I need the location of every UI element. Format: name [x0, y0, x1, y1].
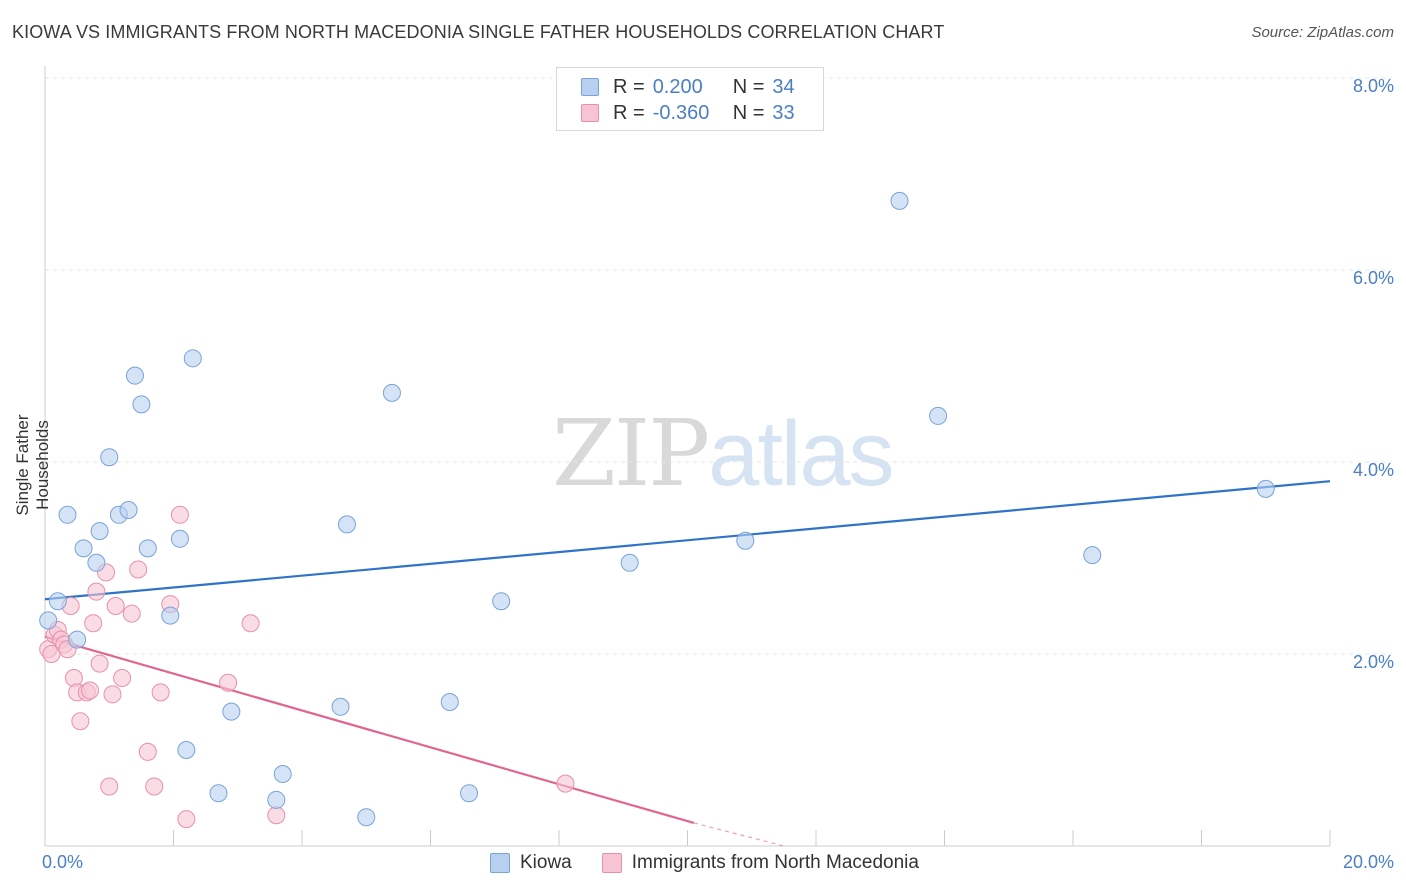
kiowa-swatch [581, 78, 599, 96]
kiowa-point[interactable] [48, 592, 67, 611]
kiowa-point[interactable] [357, 808, 376, 827]
kiowa-point[interactable] [337, 515, 356, 534]
kiowa-point[interactable] [125, 366, 144, 385]
legend-item-macedonia[interactable]: Immigrants from North Macedonia [601, 852, 919, 874]
legend-label-kiowa: Kiowa [520, 852, 572, 873]
chart-title: KIOWA VS IMMIGRANTS FROM NORTH MACEDONIA… [12, 22, 945, 42]
macedonia-point[interactable] [129, 560, 148, 579]
y-tick-label: 2.0% [1352, 652, 1394, 672]
macedonia-point[interactable] [71, 712, 90, 731]
kiowa-point[interactable] [890, 191, 909, 210]
macedonia-trend-line [44, 635, 695, 825]
x-tick-label-min: 0.0% [42, 852, 84, 872]
macedonia-point[interactable] [556, 774, 575, 793]
kiowa-point[interactable] [267, 790, 286, 809]
zipatlas-watermark: ZIPatlas [552, 400, 895, 507]
x-tick-label-max: 20.0% [1342, 852, 1394, 872]
grid-lines [45, 77, 1392, 655]
kiowa-legend-swatch [490, 853, 510, 873]
kiowa-point[interactable] [736, 531, 755, 550]
macedonia-swatch [581, 104, 599, 122]
macedonia-point[interactable] [100, 777, 119, 796]
kiowa-point[interactable] [39, 611, 58, 630]
macedonia-point[interactable] [170, 505, 189, 524]
macedonia-point[interactable] [106, 597, 125, 615]
macedonia-point[interactable] [113, 669, 132, 687]
kiowa-point[interactable] [620, 553, 639, 572]
kiowa-point[interactable] [90, 522, 109, 541]
n-value: 34 [772, 75, 795, 98]
n-label: N = [732, 101, 765, 124]
macedonia-point[interactable] [87, 582, 106, 601]
macedonia-legend-swatch [601, 853, 622, 873]
kiowa-point[interactable] [1256, 479, 1275, 498]
watermark-atlas: atlas [708, 403, 894, 505]
r-value: 0.200 [652, 75, 703, 98]
kiowa-point[interactable] [87, 553, 106, 572]
correlation-legend: R = 0.200 N = 34 R = -0.360 N = 33 [556, 67, 824, 131]
legend-label-macedonia: Immigrants from North Macedonia [631, 852, 919, 873]
kiowa-point[interactable] [58, 505, 77, 524]
kiowa-point[interactable] [170, 529, 189, 548]
macedonia-point[interactable] [219, 673, 238, 692]
macedonia-point[interactable] [267, 806, 286, 825]
kiowa-point[interactable] [138, 539, 157, 558]
kiowa-point[interactable] [440, 693, 459, 711]
macedonia-point[interactable] [90, 654, 109, 673]
kiowa-point[interactable] [460, 784, 479, 803]
trend-lines [44, 480, 1331, 847]
kiowa-point[interactable] [74, 539, 93, 558]
kiowa-point[interactable] [68, 630, 87, 649]
macedonia-point[interactable] [151, 683, 170, 702]
macedonia-point[interactable] [103, 685, 122, 704]
kiowa-point[interactable] [209, 784, 228, 803]
axes [44, 66, 1331, 847]
macedonia-point[interactable] [138, 742, 157, 761]
n-label: N = [732, 75, 765, 98]
kiowa-point[interactable] [273, 765, 292, 783]
legend-row-macedonia: R = -0.360 N = 33 [581, 100, 795, 126]
kiowa-point[interactable] [929, 406, 948, 425]
y-tick-label: 8.0% [1352, 76, 1394, 96]
y-tick-label: 4.0% [1352, 460, 1394, 480]
macedonia-point[interactable] [241, 614, 260, 633]
macedonia-trend-extension [693, 822, 785, 847]
kiowa-point[interactable] [331, 697, 350, 716]
kiowa-point[interactable] [222, 702, 241, 721]
legend-row-kiowa: R = 0.200 N = 34 [581, 74, 795, 100]
macedonia-point[interactable] [145, 777, 164, 796]
legend-item-kiowa[interactable]: Kiowa [490, 852, 572, 874]
macedonia-point[interactable] [122, 604, 141, 623]
macedonia-point[interactable] [84, 614, 103, 633]
data-points [39, 191, 1275, 829]
y-tick-label: 6.0% [1352, 268, 1394, 288]
series-legend: Kiowa Immigrants from North Macedonia [490, 852, 949, 874]
r-value: -0.360 [652, 101, 710, 124]
kiowa-trend-line [44, 480, 1331, 601]
kiowa-point[interactable] [183, 349, 202, 368]
r-label: R = [613, 75, 645, 98]
kiowa-point[interactable] [132, 395, 151, 414]
macedonia-point[interactable] [177, 810, 196, 829]
kiowa-point[interactable] [382, 383, 401, 402]
kiowa-point[interactable] [119, 501, 138, 519]
y-axis-title: Single Father Households [13, 414, 52, 516]
source-label: Source: ZipAtlas.com [1251, 24, 1394, 41]
macedonia-point[interactable] [80, 681, 99, 700]
kiowa-point[interactable] [100, 448, 119, 467]
kiowa-point[interactable] [492, 592, 511, 611]
r-label: R = [613, 101, 645, 124]
watermark-zip: ZIP [552, 400, 710, 507]
kiowa-point[interactable] [161, 606, 180, 625]
kiowa-point[interactable] [1083, 546, 1102, 565]
kiowa-point[interactable] [177, 741, 196, 759]
n-value: 33 [772, 101, 795, 124]
